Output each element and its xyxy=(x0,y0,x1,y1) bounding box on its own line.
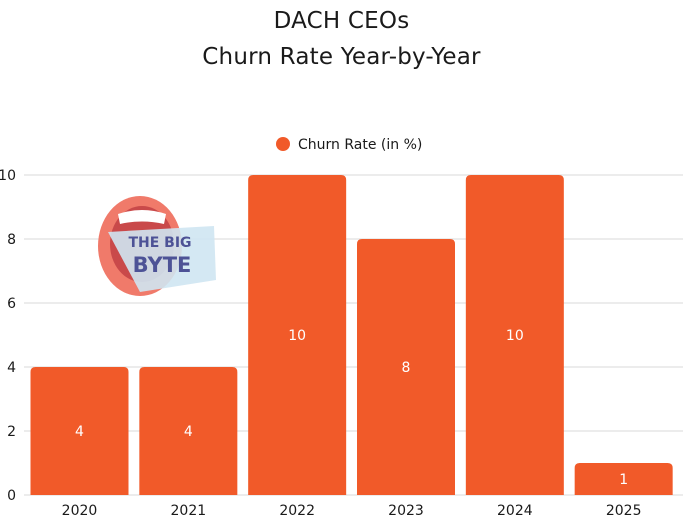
legend-swatch xyxy=(276,137,290,151)
bar-2020 xyxy=(30,367,129,495)
logo-text-line2: BYTE xyxy=(133,253,192,277)
bar-2023 xyxy=(357,239,455,495)
y-axis: 0 2 4 6 8 10 xyxy=(0,168,16,504)
x-tick-label-2021: 2021 xyxy=(171,503,207,518)
y-tick-label: 4 xyxy=(7,360,16,376)
y-tick-label: 10 xyxy=(0,168,16,184)
x-tick-label-2023: 2023 xyxy=(388,503,424,518)
y-tick-label: 2 xyxy=(7,424,16,440)
data-label-2021: 4 xyxy=(184,424,193,440)
data-label-2020: 4 xyxy=(75,424,84,440)
legend-label: Churn Rate (in %) xyxy=(298,137,422,153)
chart-title-line-2: Churn Rate Year-by-Year xyxy=(202,44,481,70)
x-axis: 2020 2021 2022 2023 2024 2025 xyxy=(62,503,642,518)
logo-teeth xyxy=(118,210,166,224)
chart-title-line-1: DACH CEOs xyxy=(273,8,410,34)
logo-speech-shape xyxy=(108,226,216,292)
bar-2025 xyxy=(574,463,673,495)
y-tick-label: 6 xyxy=(7,296,16,312)
y-tick-label: 8 xyxy=(7,232,16,248)
bar-2022 xyxy=(248,175,347,495)
bar-2021 xyxy=(139,367,238,495)
x-tick-label-2024: 2024 xyxy=(497,503,533,518)
logo-text-line1: THE BIG xyxy=(128,235,191,251)
data-label-2023: 8 xyxy=(402,360,411,376)
data-label-2024: 10 xyxy=(506,328,524,344)
x-tick-label-2025: 2025 xyxy=(606,503,642,518)
x-tick-label-2020: 2020 xyxy=(62,503,98,518)
the-big-byte-logo: THE BIG BYTE xyxy=(98,196,216,296)
legend: Churn Rate (in %) xyxy=(276,137,422,153)
y-tick-label: 0 xyxy=(7,488,16,504)
bar-2024 xyxy=(465,175,564,495)
bars: 4 4 10 8 10 1 xyxy=(30,175,673,495)
data-label-2025: 1 xyxy=(619,472,628,488)
x-tick-label-2022: 2022 xyxy=(279,503,315,518)
data-label-2022: 10 xyxy=(288,328,306,344)
